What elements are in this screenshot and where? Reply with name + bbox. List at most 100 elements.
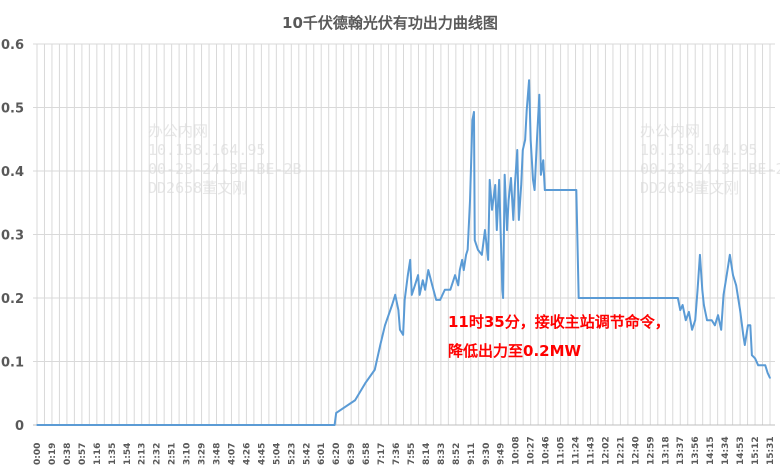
chart-title: 10千伏德翰光伏有功出力曲线图 bbox=[282, 14, 498, 32]
x-tick-label: 5:42 bbox=[302, 443, 312, 465]
x-tick-label: 1:54 bbox=[123, 443, 133, 465]
x-tick-label: 1:16 bbox=[93, 443, 103, 465]
x-tick-label: 3:48 bbox=[213, 443, 223, 465]
data-point bbox=[471, 119, 474, 121]
x-tick-label: 12:40 bbox=[631, 436, 641, 465]
x-tick-label: 6:58 bbox=[362, 443, 372, 465]
data-point bbox=[487, 259, 489, 261]
data-point bbox=[516, 149, 519, 151]
data-point bbox=[510, 177, 512, 179]
data-point bbox=[512, 219, 515, 221]
data-point bbox=[391, 304, 393, 306]
data-point bbox=[521, 149, 524, 151]
data-point bbox=[717, 314, 719, 316]
data-point bbox=[454, 274, 456, 276]
x-tick-label: 6:20 bbox=[332, 443, 342, 465]
x-tick-label: 1:35 bbox=[108, 443, 118, 465]
data-point bbox=[720, 328, 722, 331]
data-point bbox=[739, 309, 741, 311]
x-tick-label: 3:29 bbox=[198, 443, 208, 465]
data-point bbox=[501, 288, 504, 291]
x-tick-label: 0:38 bbox=[63, 443, 73, 465]
watermark-line: 10.158.164.95 bbox=[148, 141, 266, 159]
data-point bbox=[575, 189, 578, 191]
data-point bbox=[735, 284, 737, 287]
data-point bbox=[684, 319, 687, 322]
data-point bbox=[417, 274, 419, 276]
data-point bbox=[484, 229, 486, 231]
data-point bbox=[744, 344, 746, 346]
data-point bbox=[525, 109, 528, 111]
data-point bbox=[699, 254, 701, 256]
watermark-line: DD2658董文刚 bbox=[148, 179, 248, 197]
data-point bbox=[495, 229, 498, 231]
data-point bbox=[503, 174, 506, 176]
data-point bbox=[742, 334, 745, 336]
x-tick-label: 3:10 bbox=[183, 443, 193, 465]
y-tick-label: 0.3 bbox=[1, 229, 24, 244]
y-tick-label: 0.2 bbox=[1, 292, 24, 307]
data-point bbox=[732, 274, 734, 276]
data-point bbox=[701, 288, 704, 291]
data-point bbox=[749, 324, 752, 327]
x-tick-label: 9:11 bbox=[467, 443, 477, 465]
x-tick-label: 12:59 bbox=[646, 436, 656, 465]
x-tick-label: 13:37 bbox=[676, 436, 686, 465]
y-tick-label: 0.6 bbox=[1, 38, 24, 53]
data-point bbox=[333, 424, 336, 426]
x-tick-label: 13:18 bbox=[661, 436, 671, 465]
data-point bbox=[696, 288, 699, 291]
data-point bbox=[540, 174, 542, 176]
data-point bbox=[714, 324, 716, 327]
data-point bbox=[410, 294, 413, 296]
data-point bbox=[399, 328, 401, 331]
data-point bbox=[418, 294, 421, 296]
data-point bbox=[542, 159, 545, 162]
data-point bbox=[751, 354, 753, 356]
x-tick-label: 11:24 bbox=[572, 436, 582, 465]
data-point bbox=[449, 288, 452, 291]
data-point bbox=[473, 111, 475, 113]
x-tick-label: 11:43 bbox=[586, 436, 596, 465]
x-tick-label: 10:08 bbox=[512, 436, 522, 465]
data-point bbox=[703, 304, 705, 306]
data-point bbox=[457, 284, 460, 287]
x-tick-label: 4:07 bbox=[227, 443, 237, 465]
x-tick-label: 9:30 bbox=[482, 443, 492, 465]
y-tick-label: 0.5 bbox=[1, 102, 24, 117]
data-point bbox=[335, 412, 337, 414]
x-tick-label: 0:00 bbox=[33, 443, 43, 465]
data-point bbox=[764, 364, 767, 367]
data-point bbox=[435, 299, 437, 301]
x-tick-label: 8:52 bbox=[452, 443, 462, 465]
data-point bbox=[494, 184, 497, 186]
data-point bbox=[524, 139, 526, 141]
data-point bbox=[373, 368, 376, 371]
data-point bbox=[481, 254, 483, 256]
data-point bbox=[498, 179, 500, 181]
data-point bbox=[394, 294, 397, 296]
x-tick-label: 2:32 bbox=[153, 443, 163, 465]
watermark-line: 办公内网 bbox=[640, 122, 701, 140]
data-point bbox=[757, 364, 759, 367]
data-point bbox=[514, 184, 516, 186]
x-tick-label: 2:51 bbox=[168, 443, 178, 465]
data-point bbox=[414, 284, 416, 287]
data-point bbox=[520, 184, 523, 186]
data-point bbox=[384, 324, 386, 327]
data-point bbox=[379, 344, 382, 346]
x-tick-label: 12:21 bbox=[616, 436, 626, 465]
data-point bbox=[364, 382, 367, 384]
data-point bbox=[427, 269, 430, 271]
x-tick-label: 10:46 bbox=[542, 436, 552, 465]
data-point bbox=[473, 239, 476, 242]
series-line bbox=[37, 79, 771, 426]
x-tick-label: 15:12 bbox=[751, 436, 761, 465]
x-tick-label: 11:05 bbox=[557, 436, 567, 465]
data-point bbox=[536, 139, 538, 141]
y-tick-label: 0.4 bbox=[1, 165, 24, 180]
y-tick-label: 0.1 bbox=[1, 356, 24, 371]
x-tick-label: 6:01 bbox=[317, 443, 327, 465]
data-point bbox=[462, 269, 465, 271]
data-point bbox=[577, 297, 580, 299]
